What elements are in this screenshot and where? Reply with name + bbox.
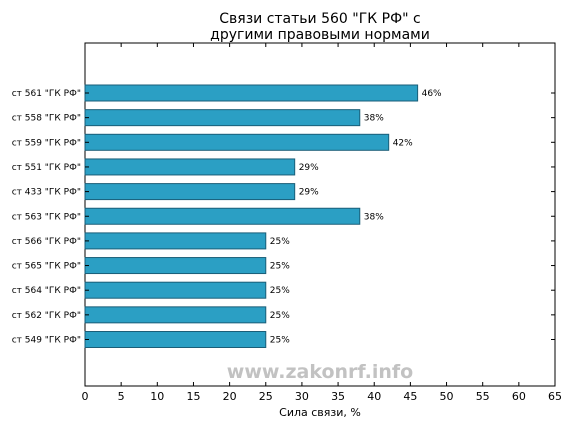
bar xyxy=(84,306,267,324)
watermark: www.zakonrf.info xyxy=(227,361,413,383)
bar xyxy=(84,232,267,250)
category-label: ст 551 "ГК РФ" xyxy=(12,163,81,173)
value-label: 25% xyxy=(270,311,290,321)
bar xyxy=(84,109,361,127)
bar xyxy=(84,281,267,299)
x-tick-label: 15 xyxy=(186,390,200,403)
value-label: 29% xyxy=(299,188,319,198)
chart-title-line-1: Связи статьи 560 "ГК РФ" с xyxy=(219,11,420,27)
bar xyxy=(84,207,361,225)
value-label: 25% xyxy=(270,286,290,296)
x-tick-label: 0 xyxy=(82,390,89,403)
x-tick-label: 55 xyxy=(476,390,490,403)
bar xyxy=(84,133,390,151)
chart-title-line-2: другими правовыми нормами xyxy=(210,27,430,43)
x-tick-label: 30 xyxy=(295,390,309,403)
x-tick-label: 5 xyxy=(118,390,125,403)
bar xyxy=(84,183,296,201)
category-label: ст 433 "ГК РФ" xyxy=(12,188,81,198)
value-label: 25% xyxy=(270,336,290,346)
category-label: ст 564 "ГК РФ" xyxy=(12,286,81,296)
x-tick-label: 45 xyxy=(403,390,417,403)
x-tick-label: 25 xyxy=(259,390,273,403)
bars-layer: ст 561 "ГК РФ" 46% ст 558 "ГК РФ" 38% ст 559… xyxy=(12,84,555,348)
value-label: 46% xyxy=(422,89,442,99)
category-label: ст 549 "ГК РФ" xyxy=(12,336,81,346)
category-label: ст 559 "ГК РФ" xyxy=(12,138,81,148)
value-label: 25% xyxy=(270,237,290,247)
x-axis: 0 5 10 15 20 25 30 35 40 45 50 55 60 65 xyxy=(82,43,562,403)
x-tick-label: 35 xyxy=(331,390,345,403)
value-label: 29% xyxy=(299,163,319,173)
value-label: 38% xyxy=(364,212,384,222)
bar xyxy=(84,257,267,275)
x-tick-label: 50 xyxy=(440,390,454,403)
x-tick-label: 60 xyxy=(512,390,526,403)
bar xyxy=(84,331,267,348)
category-label: ст 565 "ГК РФ" xyxy=(12,262,81,272)
x-tick-label: 40 xyxy=(367,390,381,403)
category-label: ст 561 "ГК РФ" xyxy=(12,89,81,99)
value-label: 38% xyxy=(364,114,384,124)
bar xyxy=(84,84,419,102)
category-label: ст 563 "ГК РФ" xyxy=(12,212,81,222)
value-label: 25% xyxy=(270,262,290,272)
category-label: ст 562 "ГК РФ" xyxy=(12,311,81,321)
category-label: ст 566 "ГК РФ" xyxy=(12,237,81,247)
bar xyxy=(84,158,296,176)
x-tick-label: 20 xyxy=(223,390,237,403)
x-tick-label: 65 xyxy=(548,390,562,403)
x-axis-title: Сила связи, % xyxy=(279,406,361,419)
category-label: ст 558 "ГК РФ" xyxy=(12,114,81,124)
x-tick-label: 10 xyxy=(150,390,164,403)
value-label: 42% xyxy=(393,138,413,148)
